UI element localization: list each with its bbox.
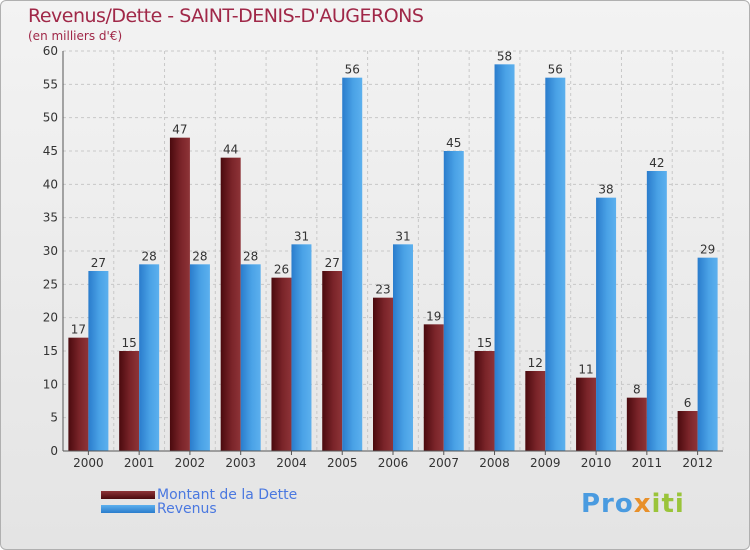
bar-revenus [240,264,261,451]
bar-revenus [443,151,464,451]
value-label: 19 [426,309,441,323]
x-tick-label: 2012 [682,456,713,470]
value-label: 8 [633,383,641,397]
bar-revenus [596,197,617,451]
value-label: 15 [122,336,137,350]
value-label: 45 [446,136,461,150]
x-tick-label: 2009 [530,456,561,470]
y-tick-label: 25 [43,277,58,291]
value-label: 15 [477,336,492,350]
value-label: 6 [684,396,692,410]
y-tick-label: 0 [50,444,58,458]
value-label: 29 [700,243,715,257]
y-tick-label: 35 [43,211,58,225]
bar-dette [373,297,393,451]
y-tick-label: 5 [50,411,58,425]
value-label: 11 [578,363,593,377]
value-label: 44 [223,143,238,157]
proxiti-logo: Proxiti [581,489,685,519]
bars [68,64,718,452]
bar-revenus [189,264,210,451]
x-tick-label: 2004 [276,456,307,470]
value-label: 38 [598,183,613,197]
legend-item-revenus: Revenus [101,501,217,517]
legend-swatch-dette [101,491,155,499]
bar-dette [169,137,190,451]
legend-item-dette: Montant de la Dette [101,487,297,503]
y-tick-label: 55 [43,77,58,91]
y-tick-label: 15 [43,344,58,358]
x-tick-label: 2001 [124,456,155,470]
bar-revenus [494,64,515,452]
x-tick-label: 2007 [428,456,459,470]
value-label: 47 [172,123,187,137]
x-tick-label: 2005 [327,456,358,470]
value-label: 26 [274,263,289,277]
bar-revenus [291,244,312,451]
x-tick-label: 2008 [479,456,510,470]
value-label: 28 [243,249,258,263]
value-label: 27 [325,256,340,270]
bar-dette [525,371,546,451]
bar-dette [119,351,140,451]
value-label: 58 [497,49,512,63]
x-tick-label: 2003 [225,456,256,470]
value-labels: 17 27 15 28 47 28 44 28 26 31 27 56 23 31 19 45 15 58 12 56… [71,49,716,410]
legend-swatch-revenus [101,505,155,513]
axes: 0 5 10 15 20 25 30 35 40 45 50 55 60 2000 2001 2002 2003… [43,44,723,470]
x-tick-label: 2011 [632,456,663,470]
y-tick-label: 30 [43,244,58,258]
x-tick-label: 2010 [581,456,612,470]
y-tick-label: 20 [43,311,58,325]
x-tick-label: 2006 [378,456,409,470]
y-tick-label: 60 [43,44,58,58]
chart-title: Revenus/Dette - SAINT-DENIS-D'AUGERONS [28,5,424,27]
y-tick-label: 40 [43,177,58,191]
bar-dette [423,324,444,451]
bar-revenus [342,77,363,452]
bar-dette [474,351,495,451]
value-label: 27 [91,256,106,270]
chart-subtitle: (en milliers d'€) [28,29,123,43]
value-label: 56 [548,63,563,77]
bar-dette [576,377,597,451]
y-tick-label: 45 [43,144,58,158]
value-label: 31 [294,229,309,243]
x-tick-label: 2002 [175,456,206,470]
bar-dette [677,411,698,451]
value-label: 23 [375,283,390,297]
value-label: 28 [192,249,207,263]
bar-dette [626,397,647,451]
bar-revenus [88,271,109,451]
legend-label-revenus: Revenus [157,501,217,517]
bar-revenus [139,264,160,451]
bar-revenus [697,257,718,451]
x-tick-label: 2000 [73,456,104,470]
y-tick-label: 50 [43,111,58,125]
bar-dette [271,277,292,451]
bar-dette [220,157,241,451]
value-label: 56 [345,63,360,77]
value-label: 12 [528,356,543,370]
bar-revenus [646,171,667,451]
bar-dette [68,337,89,451]
bar-dette [322,271,343,451]
y-tick-label: 10 [43,377,58,391]
value-label: 31 [395,229,410,243]
value-label: 28 [142,249,157,263]
value-label: 42 [649,156,664,170]
value-label: 17 [71,323,86,337]
legend-label-dette: Montant de la Dette [157,487,298,503]
bar-revenus [393,244,413,451]
bar-revenus [545,77,566,452]
